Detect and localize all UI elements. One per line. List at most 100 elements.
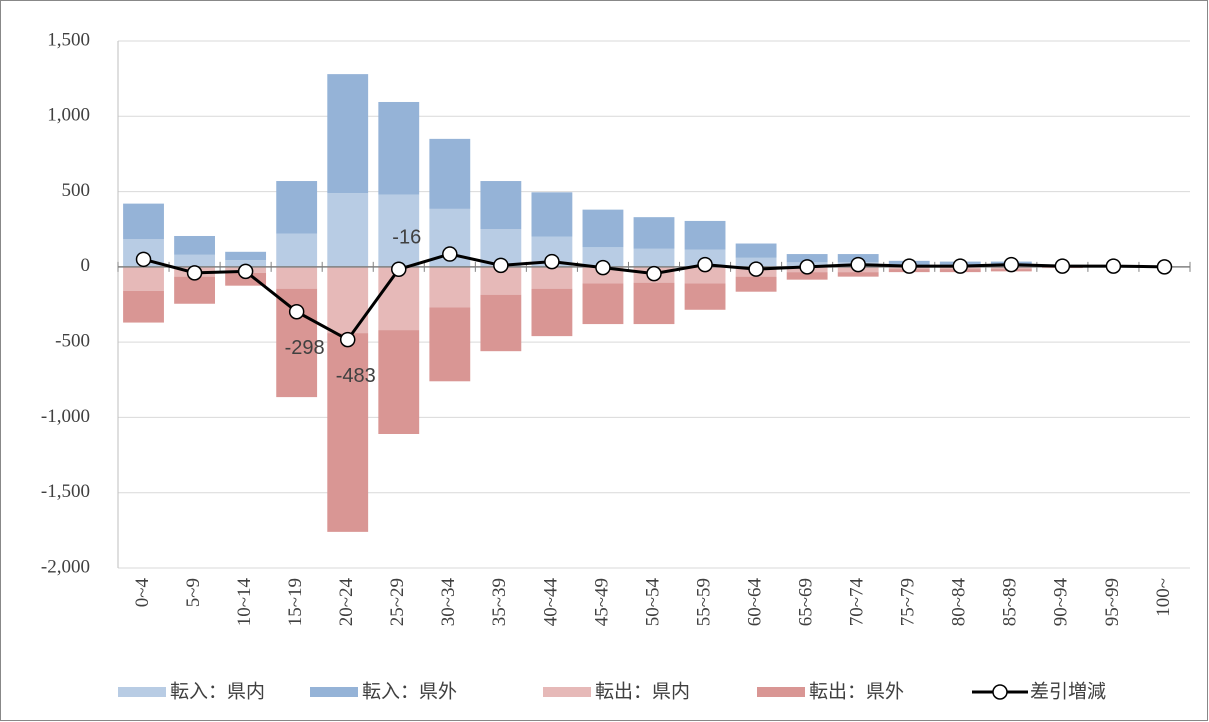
line-marker [697,256,713,273]
line-marker [1054,258,1071,274]
data-label: -16 [392,227,421,249]
bar [174,235,215,255]
bar [786,254,828,263]
bar [684,220,726,250]
line-marker [850,256,866,273]
legend-swatch [310,687,358,697]
bar [378,194,420,267]
x-tick-label: 15~19 [285,578,306,626]
x-tick-label: 70~74 [847,578,868,627]
x-tick-label: 85~89 [1000,578,1021,626]
legend-swatch [757,687,805,697]
line-marker [135,251,152,268]
legend-label: 差引増減 [1030,681,1106,703]
x-tick-label: 90~94 [1051,578,1072,627]
x-tick-label: 50~54 [642,578,663,627]
bar [378,266,420,331]
y-tick-label: -1,000 [41,406,90,427]
y-tick-label: -500 [55,331,90,352]
line-marker [288,303,305,320]
bar [276,266,318,289]
line-marker [595,259,611,276]
legend-swatch [543,687,591,697]
bar [225,251,267,261]
bar [480,294,522,352]
x-tick-label: 95~99 [1102,578,1123,626]
data-label: -483 [336,365,376,387]
bar [225,272,267,286]
line-marker [646,265,662,282]
bar [327,193,369,267]
x-tick-label: 0~4 [132,578,153,608]
line-marker [442,246,458,262]
y-tick-label: 1,500 [47,29,90,50]
line-marker [901,258,917,274]
line-marker [339,331,356,348]
bar [225,260,267,267]
line-marker [391,261,407,278]
bar [327,266,369,334]
x-tick-label: 25~29 [387,578,408,626]
bar [786,272,828,280]
bar [378,101,420,195]
bar [429,266,471,308]
bar [582,209,624,248]
bar [123,203,164,240]
y-tick-label: 1,000 [47,105,90,126]
bar [123,290,164,323]
x-tick-label: 40~44 [540,578,561,627]
line-marker [799,259,815,275]
x-tick-label: 20~24 [336,578,357,627]
line-marker [748,261,764,277]
bar [633,282,675,325]
line-marker [952,258,969,274]
bar [531,288,573,337]
line-marker [1156,259,1173,275]
line-marker [186,265,203,281]
line-marker [493,257,509,274]
x-tick-label: 45~49 [591,578,612,626]
bar [378,330,420,434]
bar [531,266,573,289]
legend-swatch [992,684,1008,700]
bar [582,283,624,325]
bar [174,254,215,267]
line-marker [1105,258,1122,274]
data-label: -298 [285,337,325,359]
x-tick-label: 65~69 [796,578,817,626]
legend-label: 転入：県内 [170,681,265,703]
bar [174,276,215,304]
y-tick-label: -2,000 [41,556,90,577]
y-tick-label: 500 [62,180,91,201]
bar [276,181,318,234]
bar [123,266,164,291]
x-tick-label: 55~59 [693,578,714,626]
bar [429,138,471,209]
legend-label: 転出：県外 [809,681,904,703]
x-tick-label: 30~34 [438,578,459,627]
bar [735,276,777,292]
x-tick-label: 10~14 [234,578,255,627]
bar [582,247,624,267]
bar [429,307,471,382]
bar [837,272,879,277]
x-tick-label: 100~ [1153,578,1174,617]
legend-label: 転出：県内 [595,681,690,703]
legend-label: 転入：県外 [362,681,457,703]
bar [684,266,726,284]
bar [531,192,573,237]
y-tick-label: -1,500 [41,481,90,502]
bar [327,74,369,194]
bar [480,181,522,230]
bar [735,243,777,258]
bar [633,217,675,249]
y-tick-label: 0 [81,255,91,276]
line-marker [544,253,560,270]
bar [684,283,726,310]
x-tick-label: 75~79 [898,578,919,626]
bar [633,248,675,267]
x-tick-label: 5~9 [183,578,204,607]
bar [327,333,369,532]
